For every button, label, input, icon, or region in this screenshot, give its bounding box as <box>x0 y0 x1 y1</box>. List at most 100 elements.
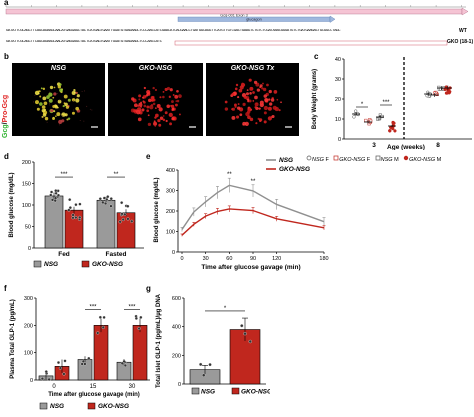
chart-d-ytick-label-4: 200 <box>22 160 31 166</box>
cell-dot <box>162 118 166 122</box>
cell-dot <box>268 98 271 101</box>
chart-d-point <box>98 197 102 201</box>
cell-dot <box>231 92 235 96</box>
islet-nsg <box>33 82 98 128</box>
chart-e-ylabel: Blood glucose (mg/dL) <box>154 178 160 243</box>
chart-e-ytick-label-4: 400 <box>166 168 175 174</box>
cell-dot <box>255 122 258 125</box>
chart-c-xlabel: Age (weeks) <box>387 144 425 150</box>
cell-dot <box>254 95 258 100</box>
chart-g-ytick-label-0: 0 <box>178 382 181 388</box>
cell-dot <box>62 115 64 117</box>
cell-dot <box>37 92 40 95</box>
chart-f-legend-label-0: NSG <box>50 403 64 410</box>
cell-dot <box>153 120 156 123</box>
chart-f-point <box>139 315 143 319</box>
chart-d-point <box>78 202 82 206</box>
cell-dot <box>276 98 279 101</box>
cell-dot <box>152 102 156 106</box>
chart-c-ytick-label-1: 10 <box>335 117 341 123</box>
chart-e: 0 100 200 300 400 Blood glucose (mg/dL) 0 30 60 9… <box>154 157 329 271</box>
cell-dot <box>43 101 48 106</box>
cell-dot <box>76 94 80 98</box>
cell-dot <box>267 116 272 121</box>
cell-dot <box>83 120 85 122</box>
cell-dot <box>86 105 88 107</box>
cell-dot <box>245 111 250 117</box>
cell-dot <box>259 102 264 108</box>
cell-dot <box>224 100 228 104</box>
cell-dot <box>268 89 272 94</box>
cell-dot <box>174 103 178 107</box>
chart-f-point <box>58 366 62 370</box>
cell-dot <box>67 98 71 102</box>
cell-dot <box>81 90 83 92</box>
chart-d-point <box>67 208 71 212</box>
cell-dot <box>270 98 275 102</box>
chart-c-point <box>426 90 430 94</box>
cell-dot <box>273 90 278 94</box>
cell-dot <box>263 105 269 111</box>
cell-dot <box>280 101 282 104</box>
cell-dot <box>35 100 39 105</box>
cell-dot <box>235 83 239 87</box>
chart-d-legend-label-1: GKO-NSG <box>92 261 123 268</box>
cell-dot <box>249 117 254 122</box>
cell-dot <box>138 98 141 101</box>
legend-c-item-0: NSG F <box>306 155 329 163</box>
cell-dot <box>264 97 269 103</box>
cell-dot <box>171 117 175 121</box>
chart-g-point <box>243 332 247 336</box>
chart-d-point <box>50 198 55 202</box>
chart-d-bar-1-0 <box>96 199 116 249</box>
cell-dot <box>49 85 54 90</box>
cell-dot <box>248 78 252 82</box>
cell-dot <box>237 95 240 99</box>
cell-dot <box>144 95 147 98</box>
chart-f-point <box>44 370 48 374</box>
chart-g-point <box>208 362 212 367</box>
cell-dot <box>36 107 40 111</box>
cell-dot <box>238 88 243 93</box>
chart-e-legend-label-1: GKO-NSG <box>279 166 310 173</box>
cell-dot <box>176 99 180 103</box>
cell-dot <box>157 118 161 123</box>
wt-label: WT <box>459 28 467 34</box>
chart-d-bar-0-0 <box>44 195 64 249</box>
cell-dot <box>241 82 244 86</box>
cell-dot <box>164 111 168 115</box>
chart-c-point <box>380 114 384 119</box>
cell-dot <box>73 100 74 102</box>
cell-dot <box>172 94 175 96</box>
cell-dot <box>178 94 182 98</box>
chart-d-point <box>68 206 72 210</box>
chart-f-sig-1: *** <box>89 304 97 310</box>
cell-dot <box>174 94 179 99</box>
cell-dot <box>158 123 162 127</box>
wt-sequence: GATATTCGCAGCTTCAGCAGAAGCAACATGAGGAGCTACT… <box>6 29 341 33</box>
ruler-ticks <box>5 5 462 7</box>
cell-dot <box>262 87 267 92</box>
cell-dot <box>53 110 56 113</box>
cell-dot <box>49 104 51 106</box>
cell-dot <box>253 80 258 84</box>
cell-dot <box>42 96 47 101</box>
chart-f-point <box>87 356 91 360</box>
legend-c: NSG F GKO-NSG F NSG M GKO-NSG M <box>306 148 474 166</box>
cell-dot <box>171 100 174 103</box>
cell-dot <box>146 105 150 109</box>
chart-d-point <box>71 216 75 220</box>
panel-g-letter: g <box>146 284 151 293</box>
cell-dot <box>91 109 93 111</box>
exon-track-arrow <box>461 7 469 16</box>
chart-f-legend-swatch-1 <box>87 402 96 410</box>
chart-e-xtick-label-0: 0 <box>180 256 183 262</box>
gko-deletion-box <box>174 40 448 46</box>
chart-c-point <box>369 119 373 123</box>
chart-d-point <box>54 189 58 193</box>
cell-dot <box>59 88 63 93</box>
cell-dot <box>242 102 246 106</box>
chart-e-ytick-label-3: 300 <box>166 189 175 195</box>
chart-c-point <box>444 91 449 95</box>
chart-d-point <box>54 191 58 195</box>
